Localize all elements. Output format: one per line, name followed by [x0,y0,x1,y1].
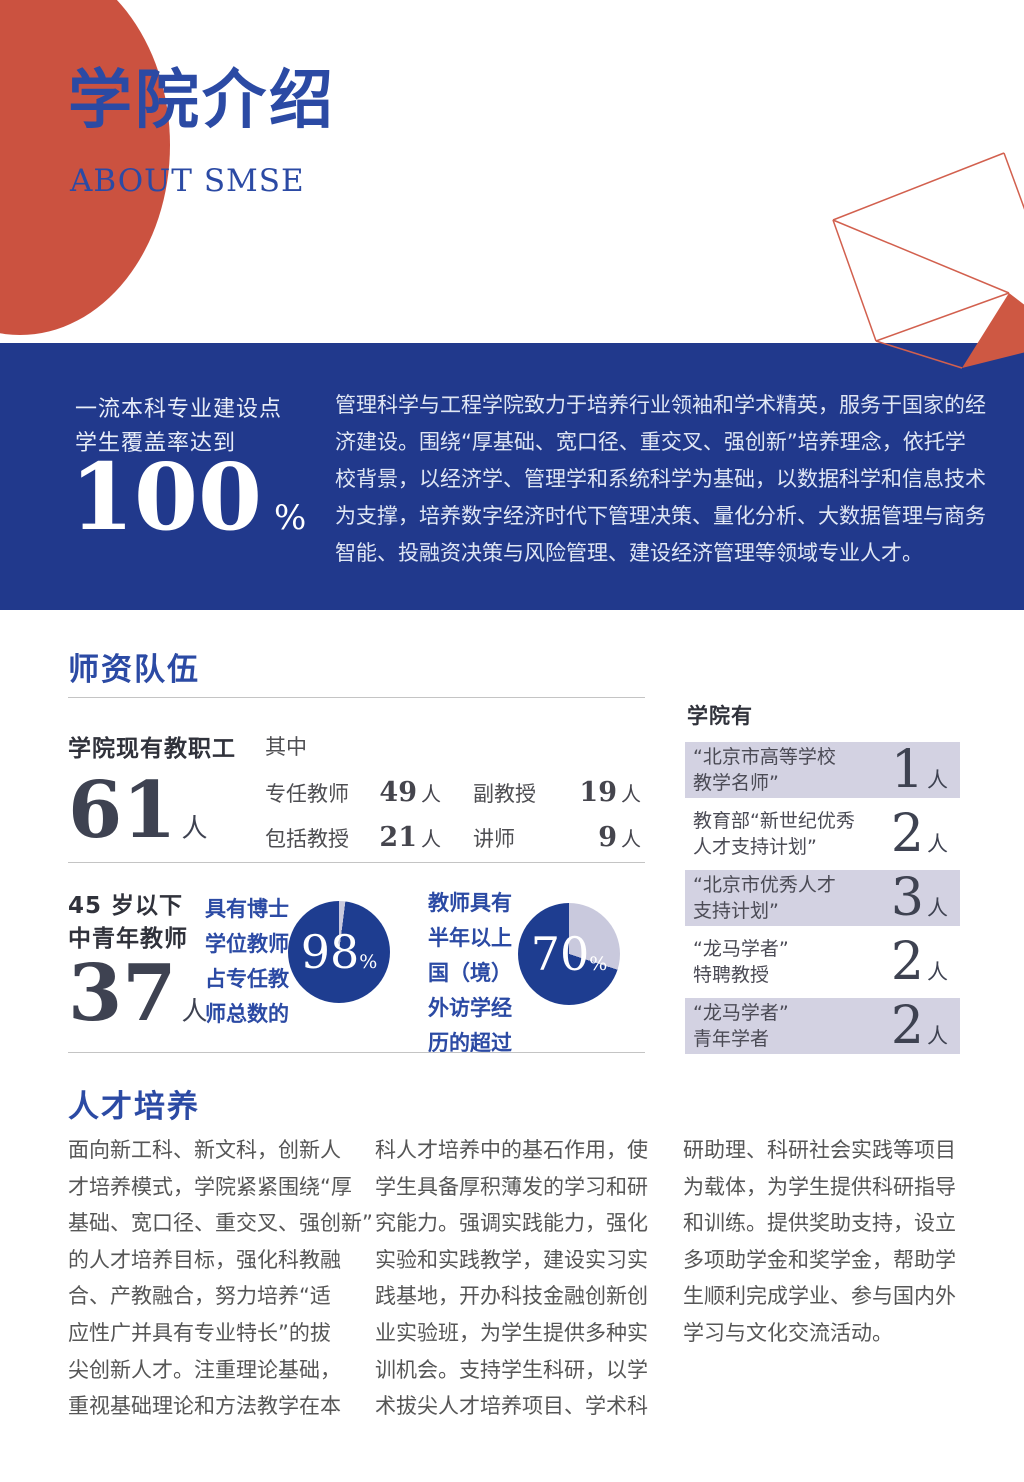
honor-row: “北京市优秀人才 支持计划” 3 人 [685,870,960,926]
breakdown-header: 其中 [265,735,307,759]
breakdown-value: 21 [379,822,417,853]
honor-row: “龙马学者” 特聘教授 2 人 [685,934,960,990]
section-title-training: 人才培养 [68,1089,200,1125]
breakdown-row: 专任教师 49 人 副教授 19 人 [265,777,641,808]
honor-count: 1 人 [890,740,948,800]
page-title: 学院介绍 [68,63,336,138]
visiting-pie-chart: 70 % [518,903,620,1005]
honor-count: 2 人 [890,996,948,1056]
honor-count: 3 人 [890,868,948,928]
pie-value: 98 % [300,925,378,979]
breakdown-value: 49 [379,777,417,808]
training-column: 研助理、科研社会实践等项目 为载体，为学生提供科研指导 和训练。提供奖助支持，设… [683,1138,956,1345]
honor-label: “北京市优秀人才 支持计划” [693,874,836,922]
honor-row: “北京市高等学校 教学名师” 1 人 [685,742,960,798]
coverage-stat-value: 100 % [70,443,307,551]
honor-count: 2 人 [890,804,948,864]
breakdown-label: 讲师 [473,827,515,851]
training-column: 面向新工科、新文科，创新人 才培养模式，学院紧紧围绕“厚 基础、宽口径、重交叉、… [68,1138,373,1419]
page-subtitle: ABOUT SMSE [70,163,305,199]
staff-count-value: 61 人 [68,765,208,856]
young-teachers-value: 37 人 [68,948,208,1039]
honor-label: “龙马学者” 青年学者 [693,1002,789,1050]
red-triangle-decoration [962,293,1024,368]
divider [68,1052,645,1053]
hero-banner: 一流本科专业建设点 学生覆盖率达到 100 % 管理科学与工程学院致力于培养行业… [0,343,1024,610]
pie-value: 70 % [530,927,608,981]
staff-count-label: 学院现有教职工 [68,736,236,762]
section-title-faculty: 师资队伍 [68,652,200,688]
breakdown-row: 包括教授 21 人 讲师 9 人 [265,822,641,853]
divider [68,697,645,698]
breakdown-label: 副教授 [473,782,536,806]
breakdown-label: 专任教师 [265,782,349,806]
honor-row: “龙马学者” 青年学者 2 人 [685,998,960,1054]
young-teachers-label: 45 岁以下 中青年教师 [68,893,188,952]
training-column: 科人才培养中的基石作用，使 学生具备厚积薄发的学习和研 究能力。强调实践能力，强… [375,1138,648,1419]
geometric-wireframe-decoration [832,152,1024,369]
phd-pie-label: 具有博士 学位教师 占专任教 师总数的 [205,897,289,1026]
breakdown-value: 19 [579,777,617,808]
honor-label: “龙马学者” 特聘教授 [693,938,789,986]
breakdown-label: 包括教授 [265,827,349,851]
staff-breakdown: 其中 专任教师 49 人 副教授 19 人 包括教授 21 人 讲师 9 人 [265,731,641,867]
visiting-pie-label: 教师具有 半年以上 国（境） 外访学经 历的超过 [428,891,512,1055]
breakdown-value: 9 [598,822,617,853]
honor-row: 教育部“新世纪优秀 人才支持计划” 2 人 [685,806,960,862]
intro-paragraph: 管理科学与工程学院致力于培养行业领袖和学术精英，服务于国家的经 济建设。围绕“厚… [335,393,986,565]
honors-header: 学院有 [687,704,753,728]
divider [68,862,645,863]
coverage-stat-label: 一流本科专业建设点 学生覆盖率达到 [75,397,283,456]
honor-count: 2 人 [890,932,948,992]
honor-label: “北京市高等学校 教学名师” [693,746,836,794]
phd-pie-chart: 98 % [288,901,390,1003]
honor-label: 教育部“新世纪优秀 人才支持计划” [693,810,855,858]
